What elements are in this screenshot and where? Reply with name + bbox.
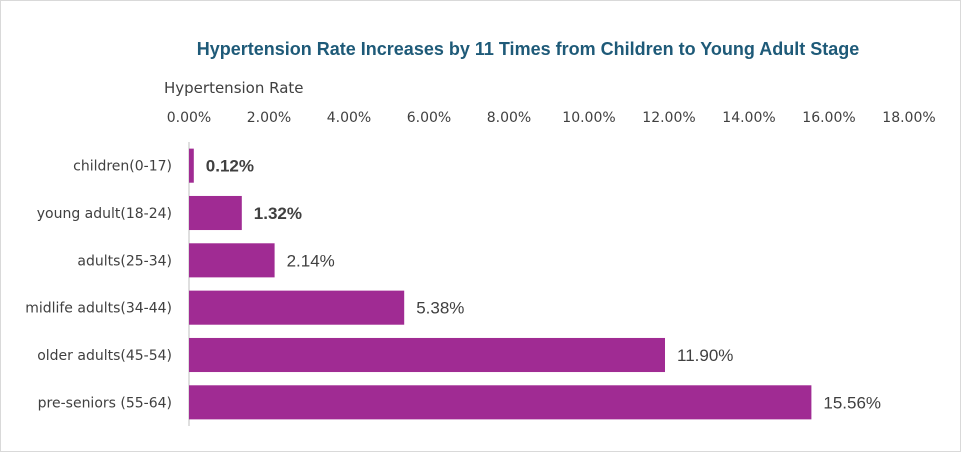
data-label: 0.12% (206, 157, 254, 176)
x-tick-label: 2.00% (247, 110, 291, 126)
x-tick-label: 4.00% (327, 110, 371, 126)
x-tick-label: 0.00% (167, 110, 211, 126)
x-tick-label: 8.00% (487, 110, 531, 126)
x-tick-label: 6.00% (407, 110, 451, 126)
x-axis-title: Hypertension Rate (164, 79, 304, 97)
x-tick-labels: 0.00% 2.00% 4.00% 6.00% 8.00% 10.00% 12.00% 14.… (167, 110, 936, 126)
category-label: young adult(18-24) (37, 206, 172, 222)
chart-title: Hypertension Rate Increases by 11 Times … (197, 39, 860, 59)
x-tick-label: 10.00% (562, 110, 615, 126)
category-label: older adults(45-54) (37, 348, 172, 364)
x-tick-label: 14.00% (722, 110, 775, 126)
data-label: 11.90% (677, 346, 733, 365)
bar (189, 385, 812, 420)
bar (189, 195, 242, 231)
category-label: children(0-17) (73, 159, 172, 175)
bar (189, 290, 405, 325)
bar (189, 243, 275, 278)
bar (189, 148, 194, 183)
data-label: 15.56% (823, 393, 881, 412)
bar (189, 337, 665, 373)
x-tick-label: 16.00% (802, 110, 855, 126)
x-tick-label: 12.00% (642, 110, 695, 126)
bars: children(0-17) 0.12% young adult(18-24) 1.3… (25, 148, 881, 420)
category-label: midlife adults(34-44) (25, 301, 172, 317)
data-label: 1.32% (254, 204, 302, 223)
category-label: adults(25-34) (77, 253, 172, 269)
x-tick-label: 18.00% (882, 110, 935, 126)
category-label: pre-seniors (55-64) (38, 395, 172, 411)
data-label: 2.14% (287, 251, 335, 270)
data-label: 5.38% (416, 299, 464, 318)
